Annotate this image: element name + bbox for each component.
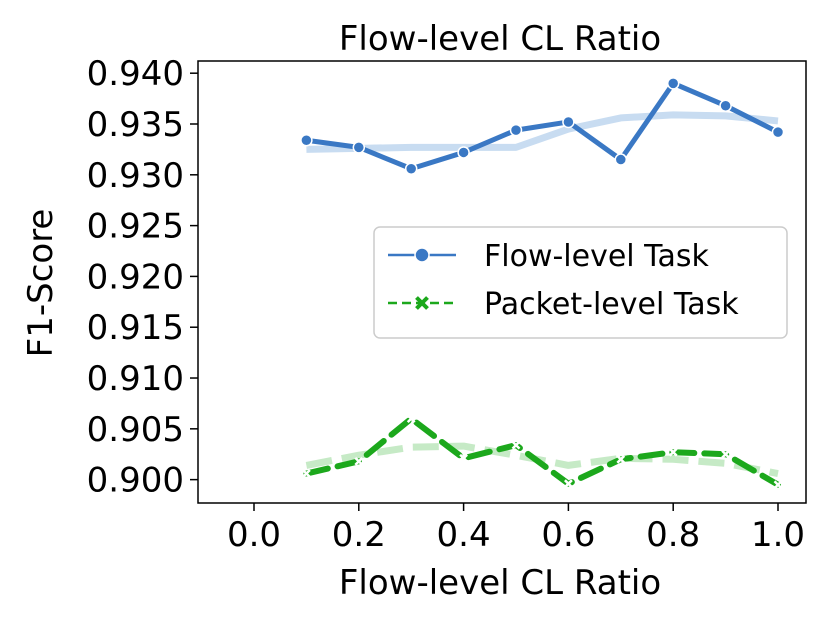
legend-box xyxy=(373,226,788,339)
flow-trend-band xyxy=(306,111,779,153)
y-tick-label: 0.905 xyxy=(87,410,184,450)
packet-data-point xyxy=(721,449,730,459)
y-axis-ticks: 0.900 0.905 0.910 0.915 0.920 0.925 0.930 0.935… xyxy=(87,54,198,501)
packet-data-point xyxy=(354,456,364,466)
legend-packet-marker xyxy=(415,296,429,310)
x-axis-ticks: 0.0 0.2 0.4 0.6 0.8 1.0 xyxy=(227,503,805,555)
flow-data-point xyxy=(562,115,575,129)
packet-data-point xyxy=(459,453,468,463)
x-tick-label: 0.4 xyxy=(437,515,491,555)
x-tick-label: 0.2 xyxy=(332,515,386,555)
x-tick-label: 0.0 xyxy=(227,515,281,555)
plot-frame xyxy=(197,60,807,504)
flow-data-point xyxy=(614,153,628,166)
packet-data-point xyxy=(511,440,521,450)
packet-data-point xyxy=(406,414,416,424)
legend: Flow-level Task Packet-level Task xyxy=(373,226,788,339)
packet-series-line xyxy=(303,415,781,488)
packet-data-point xyxy=(302,469,311,478)
packet-data-point xyxy=(564,479,573,489)
y-tick-label: 0.915 xyxy=(87,308,184,348)
flow-data-point xyxy=(509,123,523,137)
flow-data-point xyxy=(352,141,366,154)
packet-data-point xyxy=(668,447,678,457)
x-axis-title: Flow-level CL Ratio xyxy=(339,563,661,603)
y-tick-label: 0.935 xyxy=(87,105,184,145)
x-tick-label: 0.6 xyxy=(541,515,595,555)
legend-flow-marker xyxy=(414,247,430,263)
flow-data-point xyxy=(719,99,732,112)
legend-label-packet: Packet-level Task xyxy=(484,287,739,322)
x-tick-label: 0.8 xyxy=(646,515,700,555)
packet-trend-band xyxy=(305,442,779,477)
packet-data-point xyxy=(773,480,783,490)
legend-label-flow: Flow-level Task xyxy=(484,239,710,274)
x-tick-label: 1.0 xyxy=(751,515,805,555)
packet-data-point xyxy=(616,454,626,464)
y-tick-label: 0.925 xyxy=(87,207,184,247)
y-tick-label: 0.940 xyxy=(87,54,184,94)
y-tick-label: 0.930 xyxy=(87,156,184,196)
flow-data-point xyxy=(404,162,418,175)
flow-data-point xyxy=(666,77,680,90)
flow-data-point xyxy=(457,146,470,159)
y-axis-title: F1-Score xyxy=(21,209,61,358)
chart-title: Flow-level CL Ratio xyxy=(339,19,661,59)
flow-series-line xyxy=(303,80,781,172)
flow-data-point xyxy=(771,125,785,139)
y-tick-label: 0.900 xyxy=(87,461,184,501)
y-tick-label: 0.920 xyxy=(87,257,184,297)
y-tick-label: 0.910 xyxy=(87,359,184,399)
plot-area xyxy=(300,77,785,490)
flow-data-point xyxy=(300,134,313,147)
